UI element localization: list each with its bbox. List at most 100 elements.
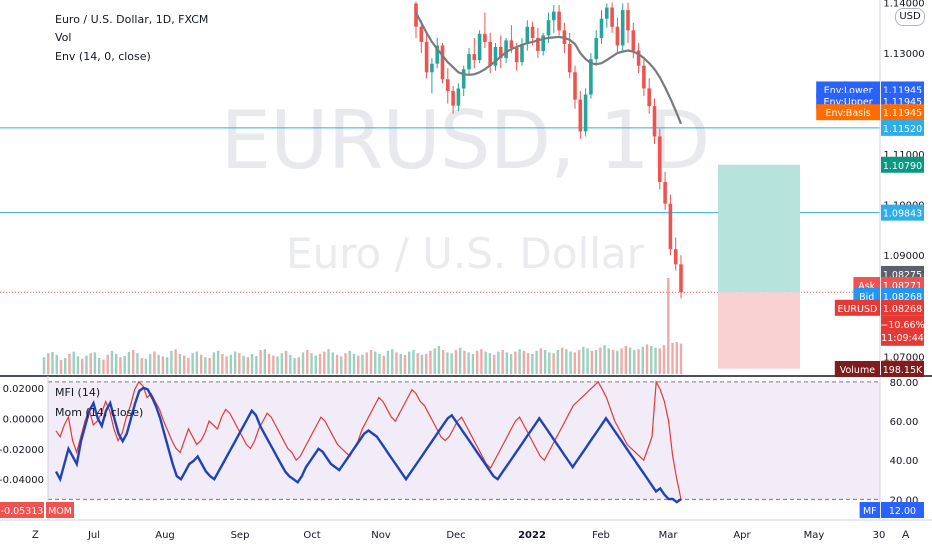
volume-bar (280, 353, 284, 374)
oscillator-pane[interactable] (48, 379, 880, 504)
volume-bar (195, 351, 199, 374)
volume-bar (535, 350, 538, 374)
zoom-toggle-button[interactable]: Z (32, 529, 39, 541)
volume-bar (616, 350, 619, 374)
volume-bar (582, 346, 585, 374)
price-tag-9-value: 1.08268 (883, 304, 922, 315)
volume-tag-label-bg (834, 361, 880, 377)
volume-bar (140, 358, 143, 374)
volume-bar (348, 350, 351, 374)
watermark-symbol: EURUSD, 1D (221, 94, 710, 187)
volume-tag-value: 198.15K (883, 365, 923, 376)
candle (679, 255, 683, 299)
volume-bar (301, 352, 305, 374)
price-tick-label: 1.13000 (883, 49, 924, 60)
time-tick-label: 30 (873, 530, 886, 541)
volume-bar (420, 354, 424, 374)
volume-bar (667, 278, 670, 374)
candle (610, 2, 614, 33)
candle (673, 237, 678, 271)
volume-bar (208, 358, 211, 374)
price-tag-7-value: 1.08271 (883, 281, 922, 292)
volume-bar (658, 348, 661, 374)
volume-bar (55, 354, 58, 374)
volume-bar (425, 354, 428, 374)
volume-bar (246, 357, 250, 374)
volume-tag: Volume 198.15K (834, 361, 924, 377)
momentum-tick-label: -0.02000 (0, 445, 44, 456)
volume-bar (47, 353, 50, 374)
time-tick-label: May (804, 530, 825, 541)
volume-bar (212, 352, 216, 374)
volume-bar (454, 350, 458, 374)
mom-value: -0.05313 (1, 506, 44, 517)
price-tag-0-label: Env:Lower (824, 85, 873, 96)
price-tag-5-value: 1.09843 (883, 209, 922, 220)
volume-bar (89, 353, 92, 374)
mom-value-bg (0, 502, 44, 518)
candle-body (446, 79, 450, 91)
volume-bar (441, 350, 445, 374)
volume-bar (216, 350, 220, 374)
volume-bar (386, 350, 390, 374)
volume-bar (174, 349, 177, 374)
volume-bar (374, 351, 377, 374)
candle (620, 3, 625, 51)
candle-body (594, 37, 598, 60)
volume-bar (497, 351, 500, 374)
main-pane[interactable] (0, 1, 880, 374)
time-tick-label: Aug (155, 530, 175, 541)
price-tag-4-value-bg (881, 156, 924, 173)
candle (668, 194, 673, 256)
volume-bar (471, 354, 475, 374)
candle-body (461, 69, 466, 89)
candle-body (504, 40, 508, 59)
currency-button[interactable]: USD (895, 8, 925, 26)
volume-bar (446, 352, 449, 374)
volume-bar (556, 350, 560, 374)
volume-bar (654, 347, 657, 374)
price-tag-3-value-bg (881, 119, 924, 136)
envelope-line (415, 12, 683, 125)
price-tag-2-value: 1.11945 (883, 108, 922, 119)
volume-bar (484, 351, 487, 374)
volume-bar (352, 354, 356, 374)
candle-body (668, 203, 673, 250)
auto-scale-button[interactable]: A (902, 529, 910, 541)
volume-bar (170, 350, 173, 374)
candle-body (499, 47, 503, 59)
volume-bar (429, 350, 432, 374)
volume-bar (603, 345, 606, 374)
volume-bar (327, 349, 330, 374)
momentum-tick-label: 0.02000 (3, 384, 44, 395)
volume-bar (492, 354, 496, 374)
price-tag-1-value: 1.11945 (883, 97, 922, 108)
volume-bar (403, 354, 407, 374)
candle (536, 27, 540, 59)
volume-bar (548, 352, 551, 374)
volume-bar (573, 352, 577, 374)
volume-bar (433, 348, 436, 374)
candle (573, 65, 577, 109)
volume-bar (136, 353, 139, 374)
candle-body (451, 90, 455, 106)
price-tag-6-value: 1.08275 (883, 270, 922, 281)
candle (541, 32, 545, 56)
volume-bar (633, 350, 636, 374)
volume-tag-value-bg (881, 361, 924, 377)
candle-body (647, 88, 651, 107)
candle (483, 12, 487, 49)
volume-bar (238, 353, 241, 374)
volume-bar (161, 356, 165, 374)
volume-bar (323, 351, 326, 374)
candle (467, 48, 471, 76)
price-tag-1-label: Env:Upper (824, 97, 873, 108)
volume-bar (412, 350, 415, 374)
volume-bar (267, 354, 271, 374)
candle (456, 83, 461, 112)
candle-body (663, 181, 667, 204)
volume-bar (543, 350, 547, 374)
candle-body (620, 10, 625, 46)
candle (594, 30, 598, 66)
